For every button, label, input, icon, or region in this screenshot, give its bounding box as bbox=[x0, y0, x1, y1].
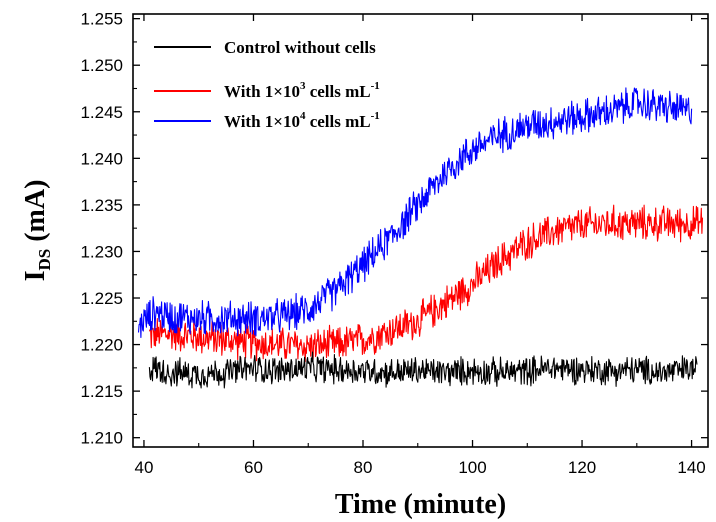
y-axis-title: IDS (mA) bbox=[20, 180, 54, 282]
x-axis: 40 60 80 100 120 140 bbox=[134, 14, 706, 477]
y-tick-label-5: 1.235 bbox=[80, 196, 123, 215]
series-line-1 bbox=[148, 204, 704, 363]
legend: Control without cells With 1×103 cells m… bbox=[154, 38, 380, 131]
y-axis: 1.210 1.215 1.220 1.225 1.230 1.235 1.240 1.245… bbox=[80, 10, 708, 448]
y-tick-label-8: 1.250 bbox=[80, 56, 123, 75]
y-axis-title-unit: (mA) bbox=[20, 180, 51, 249]
y-tick-label-6: 1.240 bbox=[80, 149, 123, 168]
x-axis-title: Time (minute) bbox=[335, 489, 506, 520]
y-tick-label-1: 1.215 bbox=[80, 382, 123, 401]
svg-text:IDS (mA): IDS (mA) bbox=[20, 180, 54, 282]
y-tick-label-3: 1.225 bbox=[80, 289, 123, 308]
x-tick-label-0: 40 bbox=[134, 458, 153, 477]
x-tick-label-5: 140 bbox=[677, 458, 705, 477]
y-tick-label-7: 1.245 bbox=[80, 103, 123, 122]
y-axis-title-main: I bbox=[20, 271, 51, 282]
series-line-2 bbox=[137, 87, 693, 339]
y-tick-label-4: 1.230 bbox=[80, 242, 123, 261]
plot-frame bbox=[132, 13, 709, 448]
plot-lines bbox=[137, 87, 704, 389]
x-tick-label-1: 60 bbox=[244, 458, 263, 477]
legend-entry-1e3: With 1×103 cells mL-1 bbox=[224, 80, 380, 101]
legend-entry-control: Control without cells bbox=[224, 38, 376, 57]
y-tick-label-0: 1.210 bbox=[80, 429, 123, 448]
x-tick-label-4: 120 bbox=[568, 458, 596, 477]
legend-entry-1e4: With 1×104 cells mL-1 bbox=[224, 110, 380, 131]
x-tick-label-2: 80 bbox=[354, 458, 373, 477]
y-tick-label-9: 1.255 bbox=[80, 10, 123, 29]
y-tick-label-2: 1.220 bbox=[80, 336, 123, 355]
series-line-0 bbox=[148, 351, 698, 389]
y-axis-title-subscript: DS bbox=[35, 249, 54, 271]
x-tick-label-3: 100 bbox=[458, 458, 486, 477]
